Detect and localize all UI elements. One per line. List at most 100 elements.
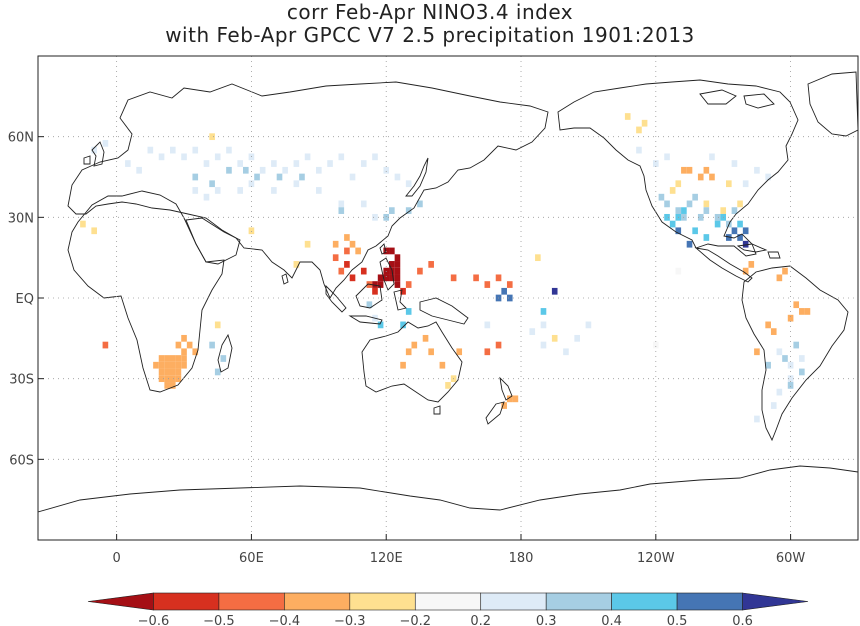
correlation-cell (484, 281, 491, 288)
correlation-cell (776, 348, 783, 356)
latitude-ticks: 60N 30N EQ 30S 60S (8, 131, 44, 468)
correlation-cell (585, 321, 592, 329)
correlation-cell (709, 173, 715, 181)
correlation-cell (692, 227, 698, 235)
correlation-cell (389, 207, 395, 214)
correlation-cell (259, 166, 266, 174)
longitude-ticks: 0 60E 120E 180 120W 60W (112, 534, 805, 566)
correlation-cell (214, 187, 221, 194)
correlation-cell (675, 207, 682, 214)
colorbar-label: 0.2 (470, 614, 491, 626)
correlation-cell (686, 240, 693, 248)
colorbar-swatch (87, 592, 154, 611)
correlation-cell (394, 173, 401, 181)
correlation-cell (776, 388, 783, 396)
colorbar-swatch (611, 592, 678, 611)
correlation-cell (164, 382, 170, 389)
correlation-cell (169, 368, 176, 376)
correlation-cell (360, 200, 367, 208)
correlation-cell (237, 160, 243, 167)
correlation-cell (192, 187, 199, 194)
correlation-cell (726, 180, 732, 188)
correlation-cell (181, 153, 187, 161)
colorbar-label: −0.6 (138, 614, 170, 626)
correlation-cell (703, 166, 710, 174)
correlation-cell (804, 308, 811, 315)
correlation-cell (91, 227, 97, 235)
correlation-cell (338, 153, 345, 161)
correlation-cell (787, 382, 794, 389)
correlation-cell (332, 240, 339, 248)
correlation-cell (175, 368, 182, 376)
correlation-cell (125, 160, 131, 167)
correlation-cell (540, 341, 547, 349)
correlation-cell (304, 240, 311, 248)
correlation-cell (383, 213, 390, 221)
correlation-cell (703, 200, 710, 208)
correlation-cell (169, 355, 176, 362)
correlation-cell (169, 146, 176, 154)
colorbar-label: −0.5 (203, 614, 235, 626)
correlation-cell (748, 261, 755, 268)
correlation-cell (203, 160, 210, 167)
correlation-cell (793, 301, 800, 309)
correlation-cell (181, 361, 187, 369)
correlation-cell (192, 348, 199, 356)
correlation-cell (377, 321, 384, 329)
correlation-cell (669, 220, 676, 228)
correlation-cell (254, 173, 260, 181)
correlation-cell (782, 267, 788, 275)
correlation-cell (422, 334, 429, 342)
correlation-cell (366, 301, 373, 309)
correlation-cell (686, 166, 693, 174)
correlation-cell (327, 160, 333, 167)
correlation-cell (439, 361, 446, 369)
x-tick-label: 60E (239, 551, 264, 566)
correlation-cell (175, 355, 182, 362)
correlation-cell (405, 207, 412, 214)
correlation-cell (799, 308, 805, 315)
correlation-cell (664, 153, 670, 161)
correlation-cell (203, 193, 210, 201)
correlation-cell (697, 213, 704, 221)
correlation-cell (192, 173, 199, 181)
correlation-cell (765, 321, 771, 329)
correlation-cell (506, 395, 513, 403)
correlation-cell (158, 153, 165, 161)
correlation-cell (389, 274, 395, 282)
correlation-cell (456, 348, 463, 356)
x-tick-label: 120W (637, 551, 675, 566)
correlation-cell (484, 348, 491, 356)
correlation-cell (428, 348, 434, 356)
colorbar-swatch (349, 592, 416, 611)
correlation-cell (681, 166, 687, 174)
correlation-cell (540, 321, 547, 329)
colorbar-swatch (676, 592, 743, 611)
correlation-cell (360, 267, 367, 275)
correlation-cell (271, 160, 277, 167)
correlation-cell (692, 193, 698, 201)
correlation-cell (164, 361, 170, 369)
correlation-cell (501, 402, 507, 409)
correlation-cell (675, 227, 682, 235)
correlation-cell (383, 274, 390, 282)
correlation-cell (248, 180, 255, 188)
correlation-cell (636, 146, 642, 154)
correlation-cell (450, 274, 457, 282)
correlation-cell (394, 267, 401, 275)
correlation-cell (731, 160, 738, 167)
correlation-cell (495, 341, 502, 349)
correlation-cell (754, 415, 760, 423)
x-tick-label: 0 (112, 551, 120, 566)
correlation-cell (742, 180, 749, 188)
colorbar-label: 0.5 (667, 614, 688, 626)
correlation-cell (102, 341, 109, 349)
correlation-cell (681, 207, 687, 214)
correlation-cell (754, 348, 760, 356)
correlation-cell (428, 261, 434, 268)
correlation-cell (529, 328, 536, 335)
correlation-cell (349, 240, 356, 248)
correlation-cell (293, 160, 300, 167)
correlation-cell (405, 180, 412, 188)
colorbar-swatch (284, 592, 351, 611)
